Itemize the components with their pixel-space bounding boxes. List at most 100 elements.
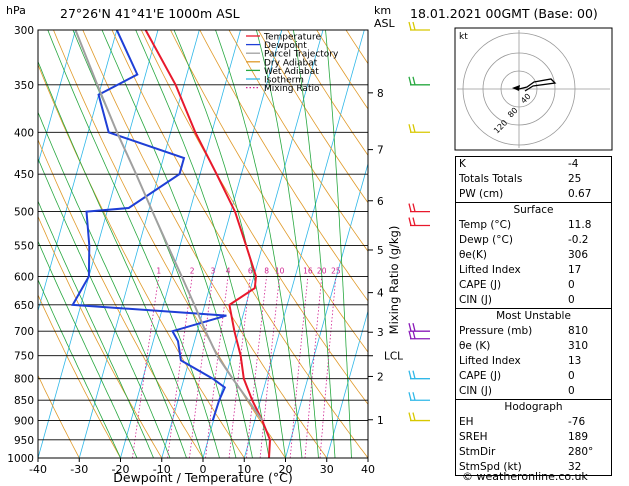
wind-barb-icon — [408, 21, 412, 31]
pressure-tick-label: 300 — [14, 25, 34, 37]
legend-item: Temperature — [263, 33, 321, 43]
mixing-ratio-line — [189, 276, 214, 458]
pressure-tick-label: 650 — [14, 300, 34, 312]
mu-row: CIN (J) 0 — [459, 385, 575, 397]
surface-title: Surface — [513, 204, 554, 216]
wind-barb-icon — [412, 203, 416, 212]
x-tick-label: 30 — [320, 463, 334, 476]
mixing-ratio-label: 20 — [317, 266, 327, 275]
index-row: K -4 — [459, 158, 579, 170]
wind-barb-icon — [408, 392, 412, 401]
mu-row: Pressure (mb) 810 — [459, 325, 589, 337]
km-tick-label: 1 — [377, 415, 384, 427]
mixing-ratio-line — [228, 276, 251, 458]
lcl-label: LCL — [384, 351, 403, 363]
mixing-ratio-label: 6 — [248, 266, 253, 275]
footer-credit: © weatheronline.co.uk — [462, 470, 588, 483]
surface-row: Temp (°C) 11.8 — [459, 219, 592, 231]
most-unstable-box: Most Unstable Pressure (mb) 810 θe (K) 310… — [455, 309, 612, 400]
pressure-tick-label: 500 — [14, 207, 34, 219]
wet-adiabat-line — [38, 60, 204, 458]
km-tick-label: 5 — [377, 245, 384, 257]
dry-adiabat-line — [228, 30, 368, 253]
x-tick-label: -20 — [112, 463, 130, 476]
pressure-tick-label: 700 — [14, 326, 34, 338]
km-tick-label: 7 — [377, 145, 384, 157]
x-tick-label: -40 — [29, 463, 47, 476]
hodograph-trace — [518, 78, 557, 92]
x-tick-label: 10 — [237, 463, 251, 476]
mixing-ratio-line — [205, 276, 229, 458]
isotherm-line — [78, 30, 200, 458]
dry-adiabat-line — [287, 30, 368, 157]
mu-row: CAPE (J) 0 — [459, 370, 575, 382]
legend-item: Parcel Trajectory — [264, 50, 339, 60]
series-temperature — [144, 30, 272, 458]
storm-motion-icon — [512, 85, 520, 91]
series-parcel-trajectory — [74, 30, 264, 422]
dry-adiabat-line — [199, 30, 368, 302]
plot-frame — [37, 29, 369, 459]
pressure-tick-label: 450 — [14, 169, 34, 181]
mixing-ratio-line — [319, 276, 337, 458]
mu-row: Lifted Index 13 — [459, 355, 582, 367]
legend-item: Mixing Ratio — [264, 84, 320, 94]
mixing-ratio-line — [304, 276, 323, 458]
hodo-row: StmDir 280° — [459, 446, 594, 458]
mixing-ratio-label: 8 — [264, 266, 269, 275]
isobars — [38, 29, 368, 459]
surface-box: Surface Temp (°C) 11.8 Dewp (°C) -0.2 θe(K… — [455, 203, 612, 309]
surface-row: Lifted Index 17 — [459, 264, 582, 276]
wet-adiabat-line — [101, 30, 253, 458]
surface-row: θe(K) 306 — [459, 249, 589, 261]
surface-row: CAPE (J) 0 — [459, 279, 575, 291]
wind-barb-icon — [408, 370, 412, 379]
index-row: PW (cm) 0.67 — [459, 188, 592, 200]
dry-adiabat-line — [38, 374, 80, 458]
sounding-lines — [71, 30, 272, 458]
mixing-ratio-label: 1 — [156, 266, 161, 275]
hodo-row: EH -76 — [459, 416, 586, 428]
pressure-tick-label: 1000 — [7, 453, 34, 465]
x-tick-label: 40 — [361, 463, 375, 476]
mixing-ratio-line — [246, 276, 267, 458]
hodograph: kt 40 80 120 — [454, 27, 613, 151]
pressure-tick-label: 850 — [14, 395, 34, 407]
mixing-ratio-line — [289, 276, 309, 458]
hodograph-table-box: Hodograph EH -76 SREH 189 StmDir 280° StmSp… — [455, 400, 612, 476]
wind-barb-icon — [408, 203, 412, 212]
most-unstable-title: Most Unstable — [496, 310, 571, 322]
wind-barb-icon — [412, 330, 416, 339]
y-axis-label: Mixing Ratio (g/kg) — [387, 226, 401, 335]
hodograph-table-title: Hodograph — [504, 401, 563, 413]
km-label: km — [374, 4, 391, 17]
wet-adiabat-line — [47, 30, 220, 458]
mixing-ratio-line — [259, 276, 280, 458]
km-tick-label: 4 — [377, 288, 384, 300]
wind-barb-icon — [408, 330, 412, 339]
wet-adiabat-line — [293, 30, 336, 458]
wind-barb-icon — [408, 323, 412, 332]
surface-row: Dewp (°C) -0.2 — [459, 234, 589, 246]
date-title: 18.01.2021 00GMT (Base: 00) — [410, 6, 598, 21]
hpa-label: hPa — [6, 4, 26, 17]
wind-barb-icon — [408, 124, 412, 133]
asl-label: ASL — [374, 17, 396, 30]
mu-row: θe (K) 310 — [459, 340, 589, 352]
mixing-ratio-line — [131, 276, 160, 458]
mixing-ratio-label: 10 — [275, 266, 285, 275]
x-tick-label: -30 — [70, 463, 88, 476]
wet-adiabat-line — [173, 30, 286, 458]
series-dewpoint — [71, 30, 227, 421]
km-tick-label: 2 — [377, 371, 384, 383]
mixing-ratio-label: 25 — [331, 266, 341, 275]
isotherm-line — [326, 309, 368, 458]
wind-barb-icon — [412, 370, 416, 379]
pressure-tick-label: 350 — [14, 80, 34, 92]
wind-barb-icon — [408, 76, 412, 85]
x-axis-label: Dewpoint / Temperature (°C) — [113, 470, 292, 485]
isotherm-line — [243, 30, 365, 458]
surface-row: CIN (J) 0 — [459, 294, 575, 306]
